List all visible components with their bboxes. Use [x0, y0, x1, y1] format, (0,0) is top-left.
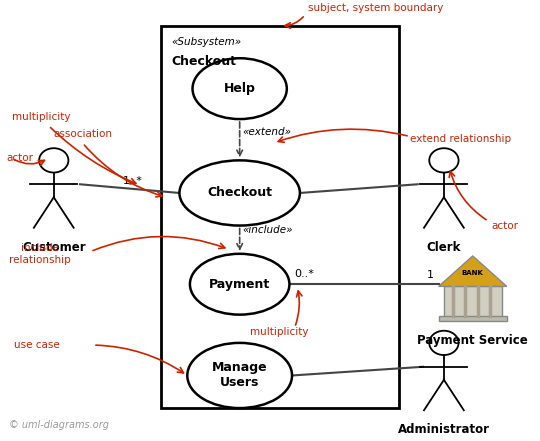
Text: Help: Help — [224, 82, 255, 95]
Text: include
relationship: include relationship — [9, 243, 71, 265]
Text: extend relationship: extend relationship — [410, 134, 511, 144]
Ellipse shape — [179, 161, 300, 225]
Text: subject, system boundary: subject, system boundary — [308, 4, 443, 14]
Circle shape — [429, 331, 458, 355]
Text: «include»: «include» — [242, 225, 293, 235]
Text: Clerk: Clerk — [427, 241, 461, 254]
Ellipse shape — [187, 343, 292, 408]
Text: «extend»: «extend» — [242, 127, 291, 137]
Text: actor: actor — [491, 220, 518, 231]
Circle shape — [39, 148, 69, 172]
Text: Administrator: Administrator — [398, 423, 490, 436]
Bar — [438, 315, 507, 321]
Bar — [444, 286, 502, 317]
Text: © uml-diagrams.org: © uml-diagrams.org — [9, 420, 109, 430]
Text: BANK: BANK — [462, 270, 484, 277]
Text: Checkout: Checkout — [172, 55, 237, 68]
Text: multiplicity: multiplicity — [12, 112, 70, 122]
Text: actor: actor — [6, 153, 33, 163]
Ellipse shape — [190, 254, 289, 314]
Text: association: association — [54, 129, 113, 139]
Ellipse shape — [193, 58, 287, 119]
Text: Payment: Payment — [209, 278, 271, 291]
Text: 1: 1 — [427, 270, 434, 280]
Polygon shape — [438, 256, 507, 286]
Text: Payment Service: Payment Service — [417, 334, 528, 347]
Text: multiplicity: multiplicity — [250, 327, 309, 337]
Bar — [161, 26, 400, 408]
Text: Manage
Users: Manage Users — [212, 362, 267, 389]
Text: Customer: Customer — [22, 241, 85, 254]
Circle shape — [429, 148, 458, 172]
Text: 1..*: 1..* — [123, 176, 142, 187]
Text: Checkout: Checkout — [207, 187, 272, 199]
Text: use case: use case — [15, 340, 60, 350]
Text: «Subsystem»: «Subsystem» — [172, 37, 242, 46]
Text: 0..*: 0..* — [295, 269, 314, 279]
